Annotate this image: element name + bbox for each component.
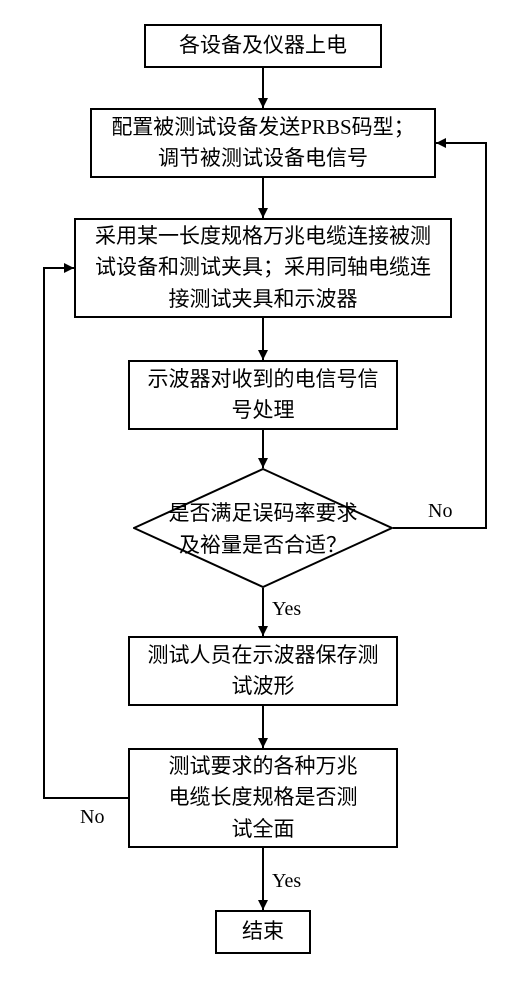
decision2-text-2: 电缆长度规格是否测 [169,782,358,814]
node-text: 示波器对收到的电信号信号处理 [140,364,386,427]
node-text: 采用某一长度规格万兆电缆连接被测试设备和测试夹具；采用同轴电缆连接测试夹具和示波… [86,221,440,316]
label-no-1: No [428,500,452,523]
node-start: 各设备及仪器上电 [144,24,382,68]
label-no-2: No [80,806,104,829]
node-decision-coverage: 测试要求的各种万兆 电缆长度规格是否测 试全面 [128,748,398,848]
node-text: 配置被测试设备发送PRBS码型；调节被测试设备电信号 [102,112,424,175]
node-decision-ber: 是否满足误码率要求 及裕量是否合适？ [133,468,393,588]
node-save-waveform: 测试人员在示波器保存测试波形 [128,636,398,706]
node-config: 配置被测试设备发送PRBS码型；调节被测试设备电信号 [90,108,436,178]
node-text: 各设备及仪器上电 [179,30,347,62]
label-yes-2: Yes [272,870,301,893]
decision2-text-1: 测试要求的各种万兆 [169,751,358,783]
node-text: 结束 [242,916,284,948]
decision-text-2: 及裕量是否合适？ [133,530,393,562]
node-process-signal: 示波器对收到的电信号信号处理 [128,360,398,430]
decision2-text-3: 试全面 [169,814,358,846]
node-end: 结束 [215,910,311,954]
label-yes-1: Yes [272,598,301,621]
node-connect: 采用某一长度规格万兆电缆连接被测试设备和测试夹具；采用同轴电缆连接测试夹具和示波… [74,218,452,318]
node-text: 测试人员在示波器保存测试波形 [140,640,386,703]
decision-text-1: 是否满足误码率要求 [133,498,393,530]
